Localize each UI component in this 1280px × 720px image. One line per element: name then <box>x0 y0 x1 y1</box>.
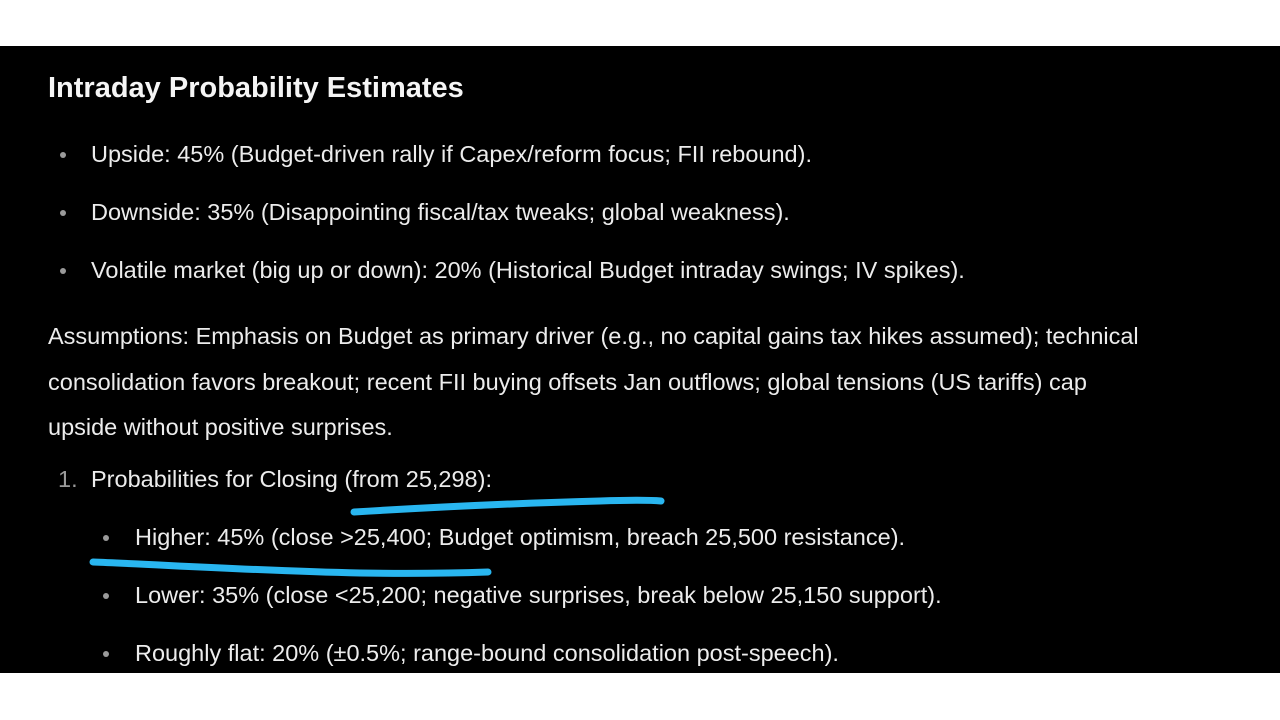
closing-heading: Probabilities for Closing (from 25,298): <box>91 466 492 492</box>
section-heading: Intraday Probability Estimates <box>48 72 464 104</box>
underline-stroke-upper <box>350 496 665 516</box>
bullet-icon <box>60 152 66 158</box>
bullet-icon <box>103 651 109 657</box>
bullet-icon <box>60 268 66 274</box>
bullet-icon <box>103 535 109 541</box>
probability-list: Upside: 45% (Budget-driven rally if Cape… <box>48 138 965 312</box>
list-item: Downside: 35% (Disappointing fiscal/tax … <box>48 196 965 254</box>
list-item: Lower: 35% (close <25,200; negative surp… <box>91 579 942 637</box>
list-item: Higher: 45% (close >25,400; Budget optim… <box>91 521 942 579</box>
item-number: 1. <box>58 466 78 492</box>
bullet-icon <box>60 210 66 216</box>
closing-probability-list: Higher: 45% (close >25,400; Budget optim… <box>91 521 942 673</box>
bullet-icon <box>103 593 109 599</box>
response-panel: Intraday Probability Estimates Upside: 4… <box>0 46 1280 673</box>
list-item: Roughly flat: 20% (±0.5%; range-bound co… <box>91 637 942 673</box>
list-item-text: Lower: 35% (close <25,200; negative surp… <box>135 582 942 608</box>
list-item: Volatile market (big up or down): 20% (H… <box>48 254 965 312</box>
assumptions-line: Assumptions: Emphasis on Budget as prima… <box>48 323 1139 349</box>
list-item-text: Higher: 45% (close >25,400; Budget optim… <box>135 524 906 550</box>
assumptions-line: consolidation favors breakout; recent FI… <box>48 368 1087 395</box>
list-item-text: Upside: 45% (Budget-driven rally if Cape… <box>91 141 812 167</box>
list-item-text: Volatile market (big up or down): 20% (H… <box>91 257 965 283</box>
list-item-text: Downside: 35% (Disappointing fiscal/tax … <box>91 199 790 225</box>
assumptions-paragraph: Assumptions: Emphasis on Budget as prima… <box>48 314 1280 451</box>
assumptions-line: upside without positive surprises. <box>48 414 393 440</box>
list-item-text: Roughly flat: 20% (±0.5%; range-bound co… <box>135 640 839 666</box>
list-item: Upside: 45% (Budget-driven rally if Cape… <box>48 138 965 196</box>
